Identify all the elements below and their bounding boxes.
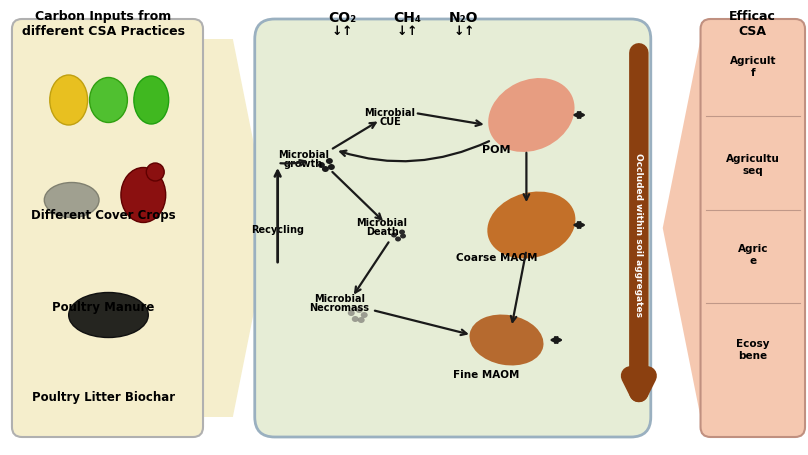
Ellipse shape (318, 162, 325, 168)
Polygon shape (663, 39, 735, 417)
Text: Poultry Manure: Poultry Manure (53, 300, 154, 313)
Ellipse shape (391, 233, 397, 238)
Text: Agricultu
seq: Agricultu seq (726, 154, 780, 176)
Text: ↑: ↑ (406, 25, 417, 38)
Ellipse shape (121, 167, 166, 222)
FancyBboxPatch shape (255, 19, 650, 437)
Ellipse shape (360, 312, 368, 318)
Text: CH₄: CH₄ (393, 11, 421, 25)
Text: Recycling: Recycling (251, 225, 304, 235)
Ellipse shape (351, 316, 359, 322)
Text: ↓: ↓ (453, 25, 464, 38)
Text: Fine MAOM: Fine MAOM (453, 370, 520, 380)
Text: Microbial: Microbial (278, 150, 329, 160)
Text: Microbial: Microbial (314, 294, 365, 304)
Text: Carbon Inputs from
different CSA Practices: Carbon Inputs from different CSA Practic… (22, 10, 185, 38)
Text: N₂O: N₂O (449, 11, 478, 25)
Ellipse shape (90, 77, 128, 122)
Ellipse shape (395, 237, 401, 242)
Ellipse shape (326, 158, 333, 164)
Text: CO₂: CO₂ (328, 11, 356, 25)
Ellipse shape (50, 75, 87, 125)
Ellipse shape (134, 76, 169, 124)
Ellipse shape (400, 233, 406, 238)
Text: Necromass: Necromass (309, 303, 369, 313)
Text: Ecosy
bene: Ecosy bene (736, 339, 769, 361)
Ellipse shape (399, 229, 405, 234)
Text: POM: POM (482, 145, 511, 155)
Polygon shape (198, 39, 271, 417)
Text: Microbial: Microbial (356, 218, 407, 228)
FancyBboxPatch shape (12, 19, 203, 437)
Text: Agricult
f: Agricult f (730, 56, 776, 78)
Text: ↑: ↑ (464, 25, 474, 38)
Text: Agric
e: Agric e (738, 244, 768, 266)
Text: Death: Death (366, 227, 398, 237)
Ellipse shape (347, 310, 355, 316)
Ellipse shape (146, 163, 164, 181)
Text: CUE: CUE (379, 117, 401, 127)
Text: Occluded within soil aggregates: Occluded within soil aggregates (634, 153, 643, 317)
Ellipse shape (487, 192, 575, 258)
Ellipse shape (358, 317, 364, 323)
Text: Efficac
CSA: Efficac CSA (729, 10, 776, 38)
Ellipse shape (488, 78, 574, 152)
Ellipse shape (469, 314, 544, 365)
FancyBboxPatch shape (701, 19, 805, 437)
Text: Poultry Litter Biochar: Poultry Litter Biochar (32, 390, 175, 404)
Text: Microbial: Microbial (364, 108, 415, 118)
Text: Different Cover Crops: Different Cover Crops (32, 208, 176, 222)
Ellipse shape (356, 307, 363, 313)
Text: ↑: ↑ (342, 25, 352, 38)
Ellipse shape (44, 182, 99, 217)
Ellipse shape (322, 166, 329, 172)
Ellipse shape (69, 293, 149, 338)
Text: ↓: ↓ (397, 25, 407, 38)
Text: Coarse MAOM: Coarse MAOM (456, 253, 537, 263)
Ellipse shape (328, 164, 335, 170)
Text: ↓: ↓ (332, 25, 343, 38)
Text: growth: growth (284, 159, 323, 169)
